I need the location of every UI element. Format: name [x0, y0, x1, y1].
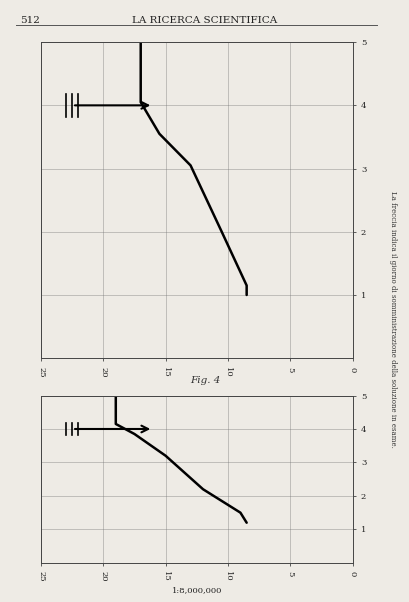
Text: La freccia indica il giorno di somministrazione della soluzione in esame.: La freccia indica il giorno di somminist…	[388, 191, 396, 447]
Text: Fig. 4: Fig. 4	[189, 376, 220, 385]
X-axis label: 1:8,000,000: 1:8,000,000	[171, 586, 221, 594]
Text: 512: 512	[20, 16, 40, 25]
Text: LA RICERCA SCIENTIFICA: LA RICERCA SCIENTIFICA	[132, 16, 277, 25]
